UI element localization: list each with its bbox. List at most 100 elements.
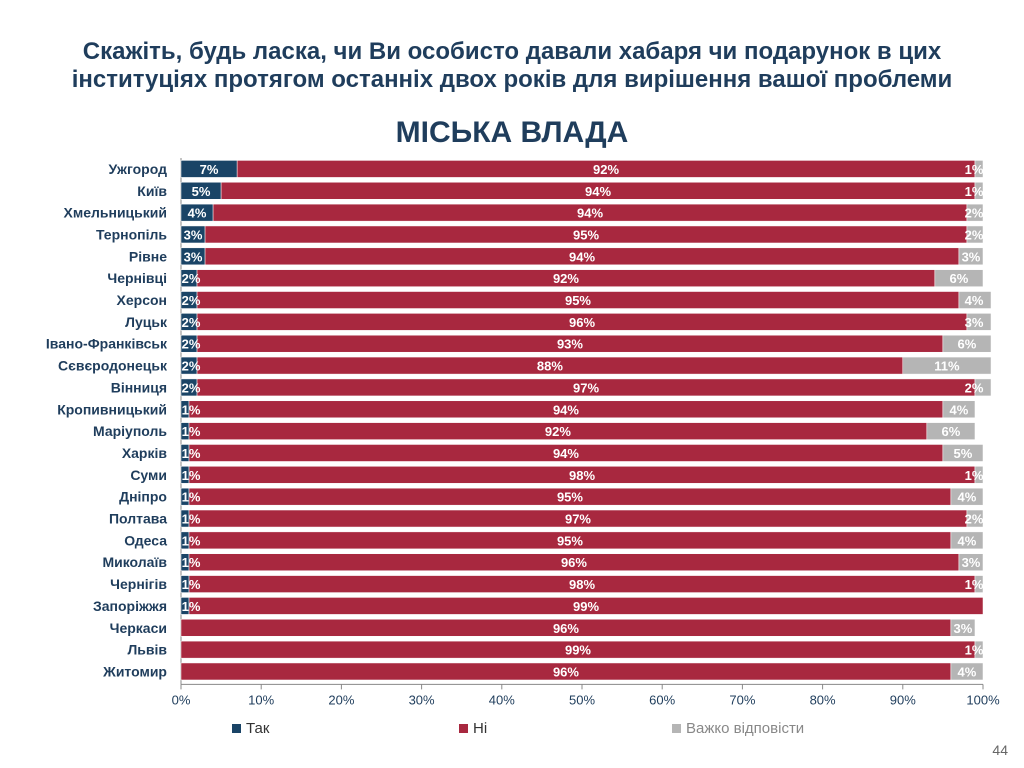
data-label: 1% [182, 577, 201, 592]
category-label: Чернівці [107, 270, 167, 286]
x-tick-label: 80% [810, 692, 836, 707]
data-label: 1% [182, 512, 201, 527]
data-label: 92% [545, 424, 571, 439]
x-tick-label: 10% [248, 692, 274, 707]
category-label: Миколаїв [102, 554, 167, 570]
data-label: 4% [950, 402, 969, 417]
chart-subtitle: МІСЬКА ВЛАДА [395, 116, 629, 149]
data-label: 2% [182, 293, 201, 308]
data-label: 6% [950, 271, 969, 286]
data-label: 2% [182, 359, 201, 374]
legend-swatch-tak [232, 724, 241, 733]
legend-swatch-ni [459, 724, 468, 733]
data-label: 99% [573, 599, 599, 614]
category-label: Дніпро [119, 489, 167, 505]
category-label: Кропивницький [57, 401, 167, 417]
data-label: 3% [954, 621, 973, 636]
data-label: 1% [965, 643, 984, 658]
category-label: Харків [122, 445, 168, 461]
data-label: 5% [954, 446, 973, 461]
bar-segment [958, 553, 984, 571]
category-label: Рівне [129, 248, 167, 264]
data-label: 99% [565, 643, 591, 658]
category-label: Одеса [124, 532, 167, 548]
bar-segment [942, 444, 984, 462]
legend-label-tak: Так [246, 720, 270, 737]
data-label: 1% [965, 162, 984, 177]
data-label: 97% [565, 512, 591, 527]
bar-segment [974, 182, 984, 200]
bar-segment [966, 225, 984, 244]
data-label: 95% [557, 533, 583, 548]
category-label: Херсон [117, 292, 167, 308]
data-label: 3% [965, 315, 984, 330]
data-label: 4% [958, 490, 977, 505]
x-tick-label: 100% [966, 692, 1000, 707]
data-label: 2% [965, 512, 984, 527]
legend-item-tak: Так [232, 720, 269, 737]
data-label: 97% [573, 380, 599, 395]
data-label: 6% [958, 337, 977, 352]
data-label: 1% [182, 424, 201, 439]
title-line-2: інституціях протягом останніх двох років… [71, 66, 953, 93]
data-label: 1% [182, 490, 201, 505]
bar-segment [188, 597, 984, 615]
bar-segment [902, 356, 992, 375]
data-label: 94% [569, 249, 595, 264]
x-tick-label: 60% [649, 692, 675, 707]
data-label: 94% [585, 184, 611, 199]
title-line-1: Скажіть, будь ласка, чи Ви особисто дава… [82, 38, 942, 65]
data-label: 96% [553, 621, 579, 636]
data-label: 2% [182, 380, 201, 395]
data-label: 96% [569, 315, 595, 330]
data-label: 1% [965, 468, 984, 483]
bar-segment [926, 422, 976, 440]
x-tick-label: 40% [489, 692, 515, 707]
data-label: 1% [965, 184, 984, 199]
category-label: Суми [130, 467, 167, 483]
category-label: Тернопіль [96, 226, 167, 242]
bar-segment [950, 662, 984, 681]
data-label: 95% [573, 227, 599, 242]
data-label: 1% [182, 555, 201, 570]
bar-segment [942, 334, 992, 353]
data-label: 94% [553, 402, 579, 417]
data-label: 1% [182, 599, 201, 614]
slide-number: 44 [992, 742, 1008, 758]
data-label: 1% [182, 468, 201, 483]
category-label: Чернігів [110, 576, 167, 592]
data-label: 6% [942, 424, 961, 439]
data-label: 3% [184, 249, 203, 264]
legend-item-vazhko: Важко відповісти [672, 720, 804, 737]
bar-segment [950, 619, 976, 637]
bar-segment [950, 531, 984, 550]
data-label: 2% [965, 206, 984, 221]
data-label: 3% [962, 555, 981, 570]
bar-segment [934, 269, 984, 287]
bar-segment [974, 575, 984, 593]
bar-segment [950, 487, 984, 506]
data-label: 1% [182, 533, 201, 548]
category-label: Луцьк [125, 314, 168, 330]
data-label: 92% [553, 271, 579, 286]
x-tick-label: 70% [729, 692, 755, 707]
bar-segment [958, 291, 992, 309]
data-label: 2% [182, 337, 201, 352]
data-label: 4% [188, 206, 207, 221]
category-label: Житомир [102, 663, 167, 679]
x-tick-label: 0% [172, 692, 191, 707]
chart-legend: Так Ні Важко відповісти [0, 720, 1024, 740]
bar-segment [966, 509, 984, 528]
data-label: 2% [182, 315, 201, 330]
bar-segment [974, 160, 984, 178]
data-label: 7% [200, 162, 219, 177]
bar-segment [942, 400, 976, 419]
data-label: 98% [569, 468, 595, 483]
data-label: 88% [537, 359, 563, 374]
bar-segment [966, 313, 992, 331]
legend-swatch-vazhko [672, 724, 681, 733]
data-label: 4% [965, 293, 984, 308]
category-label: Сєвєродонецьк [58, 358, 168, 374]
chart-title: Скажіть, будь ласка, чи Ви особисто дава… [0, 38, 1024, 94]
